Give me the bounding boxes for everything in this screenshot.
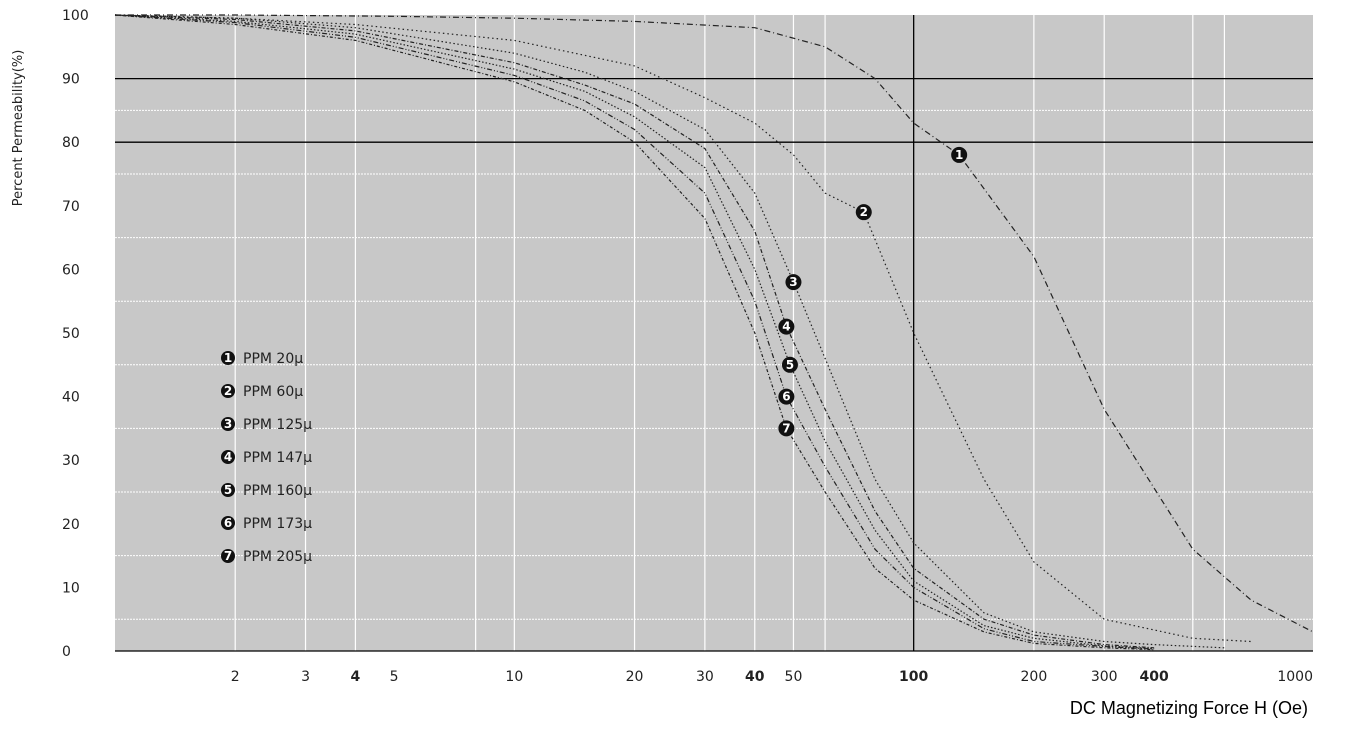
x-tick-label: 40: [745, 669, 765, 685]
grid-lines: [115, 15, 1313, 651]
y-tick-label: 70: [62, 199, 80, 215]
y-axis-ticks: 0 10 20 30 40 50 60 70 80 90 100: [62, 8, 89, 660]
y-tick-label: 30: [62, 453, 80, 469]
x-axis-title: DC Magnetizing Force H (Oe): [1070, 698, 1308, 718]
curve-marker-1: [951, 146, 968, 163]
x-axis-ticks: 2 3 4 5 10 20 30 40 50 100 200 300 400 1000: [231, 669, 1313, 685]
y-tick-label: 50: [62, 326, 80, 342]
legend-marker-number-4: 4: [224, 450, 232, 464]
y-tick-label: 80: [62, 135, 80, 151]
curve-marker-5: [781, 356, 798, 373]
legend-marker-3: [221, 417, 235, 431]
y-tick-label: 60: [62, 262, 80, 278]
series-curves: [114, 14, 1314, 651]
series-curve-3: [114, 14, 1225, 649]
curve-marker-label-3: 3: [789, 275, 797, 289]
legend-label-3: PPM 125µ: [243, 417, 312, 433]
legend-label-6: PPM 173µ: [243, 516, 312, 532]
x-tick-label: 20: [626, 669, 644, 685]
curve-marker-label-7: 7: [782, 421, 790, 435]
legend-marker-number-6: 6: [224, 516, 232, 530]
x-tick-label: 400: [1139, 669, 1168, 685]
curve-marker-label-6: 6: [782, 390, 790, 404]
curve-marker-label-2: 2: [860, 205, 868, 219]
curve-marker-4: [778, 318, 795, 335]
x-tick-label: 1000: [1277, 669, 1313, 685]
y-tick-label: 100: [62, 8, 89, 24]
legend-marker-number-3: 3: [224, 417, 232, 431]
legend-label-4: PPM 147µ: [243, 450, 312, 466]
legend-label-7: PPM 205µ: [243, 549, 312, 565]
curve-marker-3: [785, 274, 802, 291]
curve-marker-label-4: 4: [782, 320, 790, 334]
legend-marker-4: [221, 450, 235, 464]
legend-marker-5: [221, 483, 235, 497]
curve-markers: 1 2 3 4 5 6 7: [778, 146, 968, 437]
legend-label-2: PPM 60µ: [243, 384, 303, 400]
x-tick-label: 5: [390, 669, 399, 685]
x-tick-label: 4: [351, 669, 361, 685]
series-curve-5: [114, 14, 1155, 650]
y-tick-label: 0: [62, 644, 71, 660]
legend-marker-7: [221, 549, 235, 563]
x-tick-label: 30: [696, 669, 714, 685]
legend-marker-number-1: 1: [224, 351, 232, 365]
legend-label-1: PPM 20µ: [243, 351, 303, 367]
x-tick-label: 10: [505, 669, 523, 685]
legend-label-5: PPM 160µ: [243, 483, 312, 499]
x-tick-label: 100: [899, 669, 928, 685]
legend-marker-1: [221, 351, 235, 365]
legend-marker-number-2: 2: [224, 384, 232, 398]
y-tick-label: 20: [62, 517, 80, 533]
reference-lines: [115, 15, 1313, 652]
legend-marker-6: [221, 516, 235, 530]
plot-area: [115, 15, 1313, 651]
curve-marker-label-5: 5: [786, 358, 794, 372]
legend-marker-2: [221, 384, 235, 398]
series-curve-1: [115, 14, 1314, 633]
y-axis-title: Percent Permeability(%): [11, 50, 26, 207]
curve-marker-2: [855, 204, 872, 221]
legend-marker-number-7: 7: [224, 549, 232, 563]
series-curve-2: [114, 14, 1252, 643]
y-tick-label: 10: [62, 580, 80, 596]
y-tick-label: 90: [62, 72, 80, 88]
x-tick-label: 200: [1021, 669, 1048, 685]
curve-marker-label-1: 1: [955, 148, 963, 162]
x-tick-label: 2: [231, 669, 240, 685]
curve-marker-7: [778, 420, 795, 437]
y-tick-label: 40: [62, 390, 80, 406]
x-tick-label: 3: [301, 669, 310, 685]
legend-marker-number-5: 5: [224, 483, 232, 497]
series-curve-4: [114, 14, 1155, 649]
legend: 1 PPM 20µ 2 PPM 60µ 3 PPM 125µ 4 PPM 147µ 5 PPM 1…: [221, 351, 312, 565]
x-tick-label: 300: [1091, 669, 1118, 685]
x-tick-label: 50: [785, 669, 803, 685]
curve-marker-6: [778, 388, 795, 405]
